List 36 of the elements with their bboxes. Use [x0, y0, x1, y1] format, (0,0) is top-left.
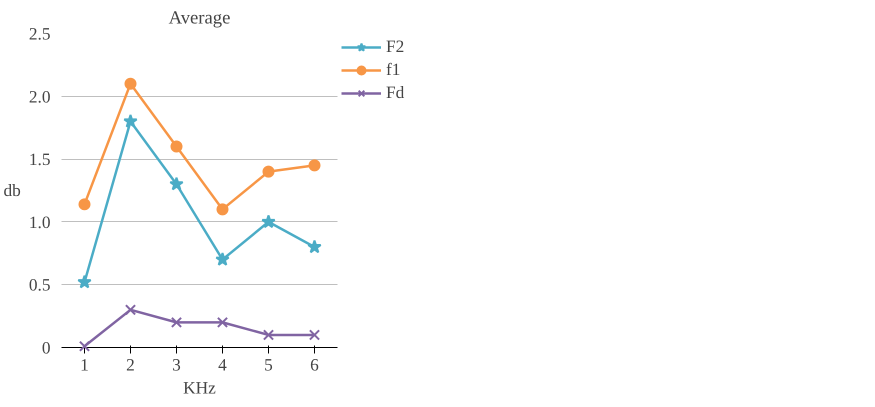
y-tick-label: 2.5	[28, 24, 51, 44]
legend-label: f1	[386, 60, 402, 80]
x-tick-label: 4	[218, 356, 228, 374]
x-tick-label: 2	[126, 356, 135, 374]
point	[170, 316, 182, 328]
point	[215, 252, 230, 266]
chart-title: Average	[168, 8, 230, 28]
y-tick-label: 2.0	[28, 87, 51, 106]
y-tick-label: 0	[42, 338, 51, 358]
point	[307, 240, 322, 254]
point	[78, 340, 90, 352]
point	[124, 78, 136, 90]
point	[170, 140, 182, 153]
point	[261, 214, 276, 228]
legend-label: Fd	[386, 83, 406, 103]
point	[262, 166, 274, 178]
y-axis-title: db	[4, 181, 21, 200]
point	[169, 176, 184, 190]
y-tick-label: 1.0	[28, 212, 51, 232]
legend-label: F2	[386, 37, 406, 57]
point	[78, 198, 90, 210]
point	[124, 304, 136, 316]
point	[308, 329, 320, 341]
point	[77, 274, 92, 288]
point	[308, 159, 320, 172]
x-tick-label: 1	[80, 356, 89, 374]
point	[123, 114, 138, 128]
x-tick-label: 5	[264, 356, 273, 374]
y-tick-label: 1.5	[28, 150, 51, 170]
y-tick-label: 0.5	[28, 276, 51, 295]
x-tick-label: 6	[310, 356, 320, 374]
x-axis-title: KHz	[183, 378, 216, 398]
point	[216, 203, 228, 216]
x-tick-label: 3	[172, 356, 181, 374]
point	[262, 329, 274, 341]
point	[216, 316, 228, 328]
